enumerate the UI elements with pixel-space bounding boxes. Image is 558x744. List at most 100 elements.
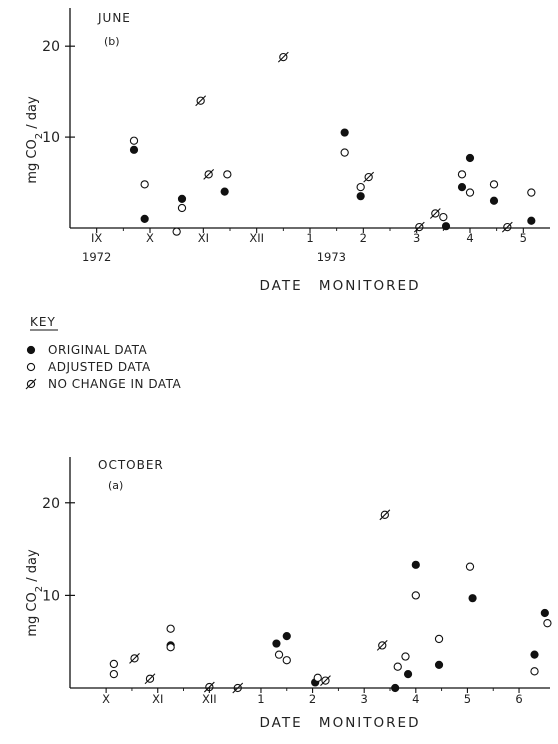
data-point xyxy=(393,662,402,671)
data-point xyxy=(223,170,232,179)
x-tick-label: 5 xyxy=(520,231,527,245)
data-point xyxy=(468,594,477,603)
data-point xyxy=(376,640,388,651)
series-slashed xyxy=(129,509,391,694)
data-point xyxy=(172,227,181,236)
data-point xyxy=(340,148,349,157)
year-label: 1973 xyxy=(317,250,346,264)
series-filled xyxy=(129,128,536,231)
panel-title: JUNE xyxy=(97,11,131,25)
data-point xyxy=(391,683,400,693)
data-point xyxy=(363,171,375,183)
data-point xyxy=(109,669,119,679)
data-point xyxy=(340,128,349,137)
series-slashed xyxy=(195,51,513,233)
data-point xyxy=(272,639,281,648)
data-point xyxy=(177,194,187,204)
year-label: 1972 xyxy=(82,250,111,264)
data-point xyxy=(232,682,244,694)
x-tick-label: 1 xyxy=(306,231,313,245)
x-tick-label: XI xyxy=(198,231,209,245)
data-point xyxy=(403,670,413,679)
data-point xyxy=(274,650,284,659)
x-tick-label: 2 xyxy=(309,692,316,706)
data-point xyxy=(434,660,444,669)
data-point xyxy=(203,168,215,180)
data-point xyxy=(401,652,410,661)
legend-marker xyxy=(25,378,37,390)
legend-label: NO CHANGE IN DATA xyxy=(48,377,182,391)
legend-title: KEY xyxy=(30,315,56,329)
data-point xyxy=(457,182,467,192)
x-tick-label: X xyxy=(102,692,110,706)
data-point xyxy=(203,681,215,693)
x-tick-label: 2 xyxy=(360,231,367,245)
data-point xyxy=(543,619,552,628)
chart-panel-june: JUNE (b) 10 20 mg CO2 / day IX X XI XII 1 2 3 4 5 1972… xyxy=(25,8,550,294)
data-point xyxy=(465,562,475,571)
x-tick-label: IX xyxy=(91,231,102,245)
x-tick-label: 3 xyxy=(413,231,420,245)
data-point xyxy=(177,203,187,213)
data-point xyxy=(166,624,175,633)
data-point xyxy=(320,675,331,686)
data-point xyxy=(166,643,175,652)
data-point xyxy=(220,187,229,196)
data-point xyxy=(527,216,536,225)
chart-panel-october: OCTOBER (a) 10 20 mg CO2 / day X XI XII 1 2 3 4 5 6 DA… xyxy=(25,457,552,731)
data-point xyxy=(429,208,441,219)
x-tick-label: 5 xyxy=(464,692,471,706)
data-point xyxy=(411,591,420,600)
data-point xyxy=(530,667,539,676)
data-point xyxy=(439,212,448,222)
y-axis-label: mg CO2 / day xyxy=(25,96,45,184)
x-tick-label: XII xyxy=(249,231,264,245)
data-point xyxy=(356,192,365,201)
legend-marker xyxy=(26,362,36,372)
legend: KEY ORIGINAL DATA ADJUSTED DATA NO CHANGE I… xyxy=(25,315,182,391)
data-point xyxy=(282,656,291,665)
data-point xyxy=(129,136,139,145)
x-tick-label: 3 xyxy=(361,692,368,706)
data-point xyxy=(489,196,499,205)
panel-subtitle: (a) xyxy=(108,479,123,492)
series-open xyxy=(109,562,552,682)
y-tick-label: 20 xyxy=(42,39,60,55)
data-point xyxy=(465,153,475,163)
x-axis-label: DATE MONITORED xyxy=(260,278,421,294)
x-axis-label: DATE MONITORED xyxy=(260,715,421,731)
panel-subtitle: (b) xyxy=(104,35,120,48)
data-point xyxy=(379,509,391,521)
y-tick-label: 10 xyxy=(42,588,60,604)
data-point xyxy=(277,51,289,63)
data-point xyxy=(413,221,425,233)
data-point xyxy=(140,214,149,224)
x-tick-label: XI xyxy=(152,692,163,706)
data-point xyxy=(140,180,149,189)
legend-label: ADJUSTED DATA xyxy=(48,360,151,374)
x-tick-label: 6 xyxy=(515,692,522,706)
data-point xyxy=(195,95,207,107)
y-tick-label: 10 xyxy=(42,130,60,146)
data-point xyxy=(530,650,539,659)
data-point xyxy=(129,145,139,154)
data-point xyxy=(527,188,536,197)
panel-title: OCTOBER xyxy=(98,458,164,472)
x-tick-label: X xyxy=(146,231,154,245)
data-point xyxy=(441,222,451,231)
data-point xyxy=(129,652,140,664)
data-point xyxy=(434,634,444,644)
x-tick-label: XII xyxy=(202,692,217,706)
data-point xyxy=(501,221,513,233)
x-tick-label: 1 xyxy=(257,692,264,706)
data-point xyxy=(282,632,291,641)
data-point xyxy=(109,659,119,669)
legend-label: ORIGINAL DATA xyxy=(48,343,148,357)
x-tick-label: 4 xyxy=(466,231,473,245)
data-point xyxy=(411,560,420,569)
y-axis-label: mg CO2 / day xyxy=(25,549,45,637)
y-tick-label: 20 xyxy=(42,496,60,512)
data-point xyxy=(489,180,499,189)
data-point xyxy=(457,170,467,179)
